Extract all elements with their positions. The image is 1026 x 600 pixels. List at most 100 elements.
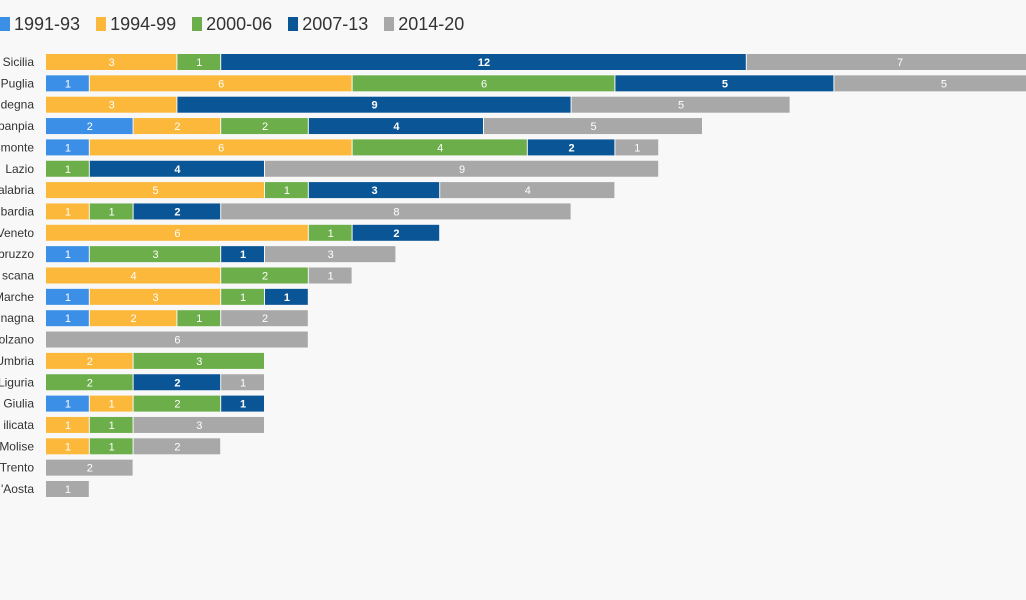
bar-segment[interactable] [133,395,221,412]
bar-segment[interactable] [89,160,264,177]
bar-segment[interactable] [89,75,352,92]
bar-segment[interactable] [221,246,264,263]
bar-segment[interactable] [46,224,308,241]
bar-segment[interactable] [308,118,483,135]
bar-segment[interactable] [571,96,790,113]
bar-segment[interactable] [265,160,659,177]
bar-segment[interactable] [352,75,615,92]
bar-segment[interactable] [352,139,527,156]
bar-segment[interactable] [89,438,133,455]
bar-segment[interactable] [834,75,1026,92]
bar-segment[interactable] [46,160,89,177]
bar-segment[interactable] [46,139,89,156]
data-label: 2 [393,228,399,240]
bar-segment[interactable] [89,246,221,263]
bar-segment[interactable] [89,395,133,412]
bar-segment[interactable] [46,96,177,113]
bar-segment[interactable] [133,374,221,391]
bar-segment[interactable] [46,331,308,348]
bar-segment[interactable] [177,54,221,70]
bar-segment[interactable] [89,139,352,156]
bar-segment[interactable] [89,288,221,305]
legend-item-2000-06[interactable]: 2000-06 [192,14,272,35]
bar-segment[interactable] [615,139,659,156]
data-label: 1 [65,78,71,90]
data-label: 1 [65,441,71,453]
bar-segment[interactable] [221,118,308,135]
bar-segment[interactable] [89,203,133,220]
bar-segment[interactable] [46,118,133,135]
bar-segment[interactable] [440,182,615,199]
data-label: 3 [328,249,334,261]
data-label: 1 [65,206,71,218]
bar-segment[interactable] [46,438,89,455]
bar-segment[interactable] [46,352,133,369]
data-label: 3 [109,57,115,69]
bar-segment[interactable] [133,416,264,433]
legend-item-2014-20[interactable]: 2014-20 [384,14,464,35]
bar-segment[interactable] [177,310,221,327]
bar-segment[interactable] [46,203,89,220]
bar-segment[interactable] [308,224,352,241]
data-label: 2 [262,271,268,283]
bar-segment[interactable] [133,118,221,135]
category-label: Liguria [0,375,34,389]
bar-segment[interactable] [89,310,177,327]
bar-segment[interactable] [46,267,221,284]
data-label: 2 [87,356,93,368]
data-label: 6 [218,78,224,90]
category-label: monte [1,140,35,154]
bar-segment[interactable] [265,246,396,263]
data-label: 2 [174,399,180,411]
bar-segment[interactable] [308,267,352,284]
legend-item-1991-93[interactable]: 1991-93 [0,14,80,35]
bar-segment[interactable] [265,182,308,199]
bar-segment[interactable] [177,96,571,113]
bar-segment[interactable] [746,54,1026,70]
data-label: 1 [65,484,71,496]
bar-segment[interactable] [133,438,221,455]
bar-segment[interactable] [308,182,440,199]
bar-segment[interactable] [46,182,264,199]
bar-segment[interactable] [265,288,308,305]
legend-item-2007-13[interactable]: 2007-13 [288,14,368,35]
bar-segment[interactable] [133,203,221,220]
category-label: scana [2,269,34,283]
bar-segment[interactable] [46,374,133,391]
data-label: 5 [678,100,684,112]
data-label: 3 [196,356,202,368]
legend-item-1994-99[interactable]: 1994-99 [96,14,176,35]
bar-segment[interactable] [46,246,89,263]
data-label: 2 [174,121,180,133]
bar-segment[interactable] [133,352,264,369]
bar-segment[interactable] [221,374,264,391]
data-label: 1 [109,399,115,411]
bar-segment[interactable] [46,459,133,476]
bar-segment[interactable] [221,395,264,412]
bar-segment[interactable] [89,416,133,433]
category-label: Puglia [1,76,35,90]
bar-segment[interactable] [221,288,264,305]
bar-segment[interactable] [46,416,89,433]
bar-segment[interactable] [615,75,834,92]
bar-segment[interactable] [527,139,615,156]
bar-segment[interactable] [46,310,89,327]
bar-segment[interactable] [221,54,746,70]
bar-segment[interactable] [484,118,702,135]
bar-segment[interactable] [221,310,308,327]
data-label: 2 [131,313,137,325]
category-label: Trento [0,461,34,475]
bar-segment[interactable] [46,288,89,305]
bar-segment[interactable] [46,395,89,412]
bar-segment[interactable] [46,75,89,92]
bar-segment[interactable] [46,54,177,70]
bar-segment[interactable] [221,203,571,220]
bar-segment[interactable] [46,481,89,497]
data-label: 6 [481,78,487,90]
data-label: 8 [393,206,399,218]
data-label: 1 [240,377,246,389]
bar-segment[interactable] [221,267,308,284]
bar-segment[interactable] [352,224,440,241]
legend-label: 1991-93 [14,13,81,34]
